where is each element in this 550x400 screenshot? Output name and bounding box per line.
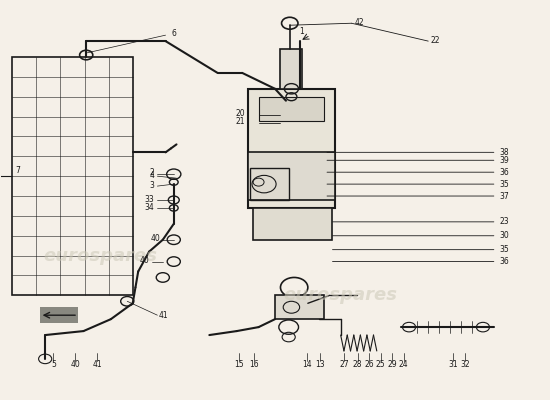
- Text: 37: 37: [499, 192, 509, 200]
- Text: 32: 32: [460, 360, 470, 369]
- Text: 38: 38: [499, 148, 509, 157]
- Text: eurospares: eurospares: [43, 247, 157, 265]
- Text: 1: 1: [300, 27, 304, 36]
- Text: 3: 3: [150, 181, 155, 190]
- Text: 21: 21: [235, 117, 245, 126]
- Bar: [253, 208, 332, 240]
- Text: 7: 7: [15, 166, 20, 175]
- Text: 40: 40: [70, 360, 80, 369]
- Bar: [12, 57, 133, 295]
- Text: 27: 27: [339, 360, 349, 369]
- Text: 34: 34: [145, 203, 155, 212]
- Text: 41: 41: [159, 312, 169, 320]
- Bar: [248, 152, 335, 200]
- Text: 29: 29: [387, 360, 397, 369]
- Text: 25: 25: [376, 360, 386, 369]
- Text: 39: 39: [499, 156, 509, 165]
- Text: 30: 30: [499, 231, 509, 240]
- Text: 15: 15: [235, 360, 244, 369]
- Text: 28: 28: [353, 360, 362, 369]
- Text: 36: 36: [499, 168, 509, 177]
- Bar: [275, 295, 324, 319]
- Text: 5: 5: [51, 360, 56, 369]
- Bar: [248, 89, 335, 208]
- Text: 26: 26: [364, 360, 374, 369]
- Bar: [258, 97, 324, 120]
- Text: eurospares: eurospares: [284, 286, 398, 304]
- Text: 35: 35: [499, 245, 509, 254]
- Text: 40: 40: [139, 256, 149, 265]
- Text: 36: 36: [499, 257, 509, 266]
- Text: 41: 41: [92, 360, 102, 369]
- Text: 22: 22: [431, 36, 441, 45]
- Text: 24: 24: [399, 360, 409, 369]
- Bar: [280, 49, 302, 89]
- Text: 35: 35: [499, 180, 509, 189]
- Text: 6: 6: [171, 30, 176, 38]
- Text: 2: 2: [150, 168, 155, 178]
- Text: 23: 23: [499, 217, 509, 226]
- Text: 31: 31: [448, 360, 458, 369]
- Text: 20: 20: [235, 109, 245, 118]
- Text: 4: 4: [150, 171, 155, 180]
- Text: 14: 14: [302, 360, 311, 369]
- Text: 16: 16: [249, 360, 259, 369]
- Text: 42: 42: [354, 18, 364, 26]
- Bar: [40, 307, 78, 323]
- Text: 13: 13: [315, 360, 324, 369]
- Text: 40: 40: [150, 234, 160, 244]
- Text: 33: 33: [145, 195, 155, 204]
- Bar: [250, 168, 289, 200]
